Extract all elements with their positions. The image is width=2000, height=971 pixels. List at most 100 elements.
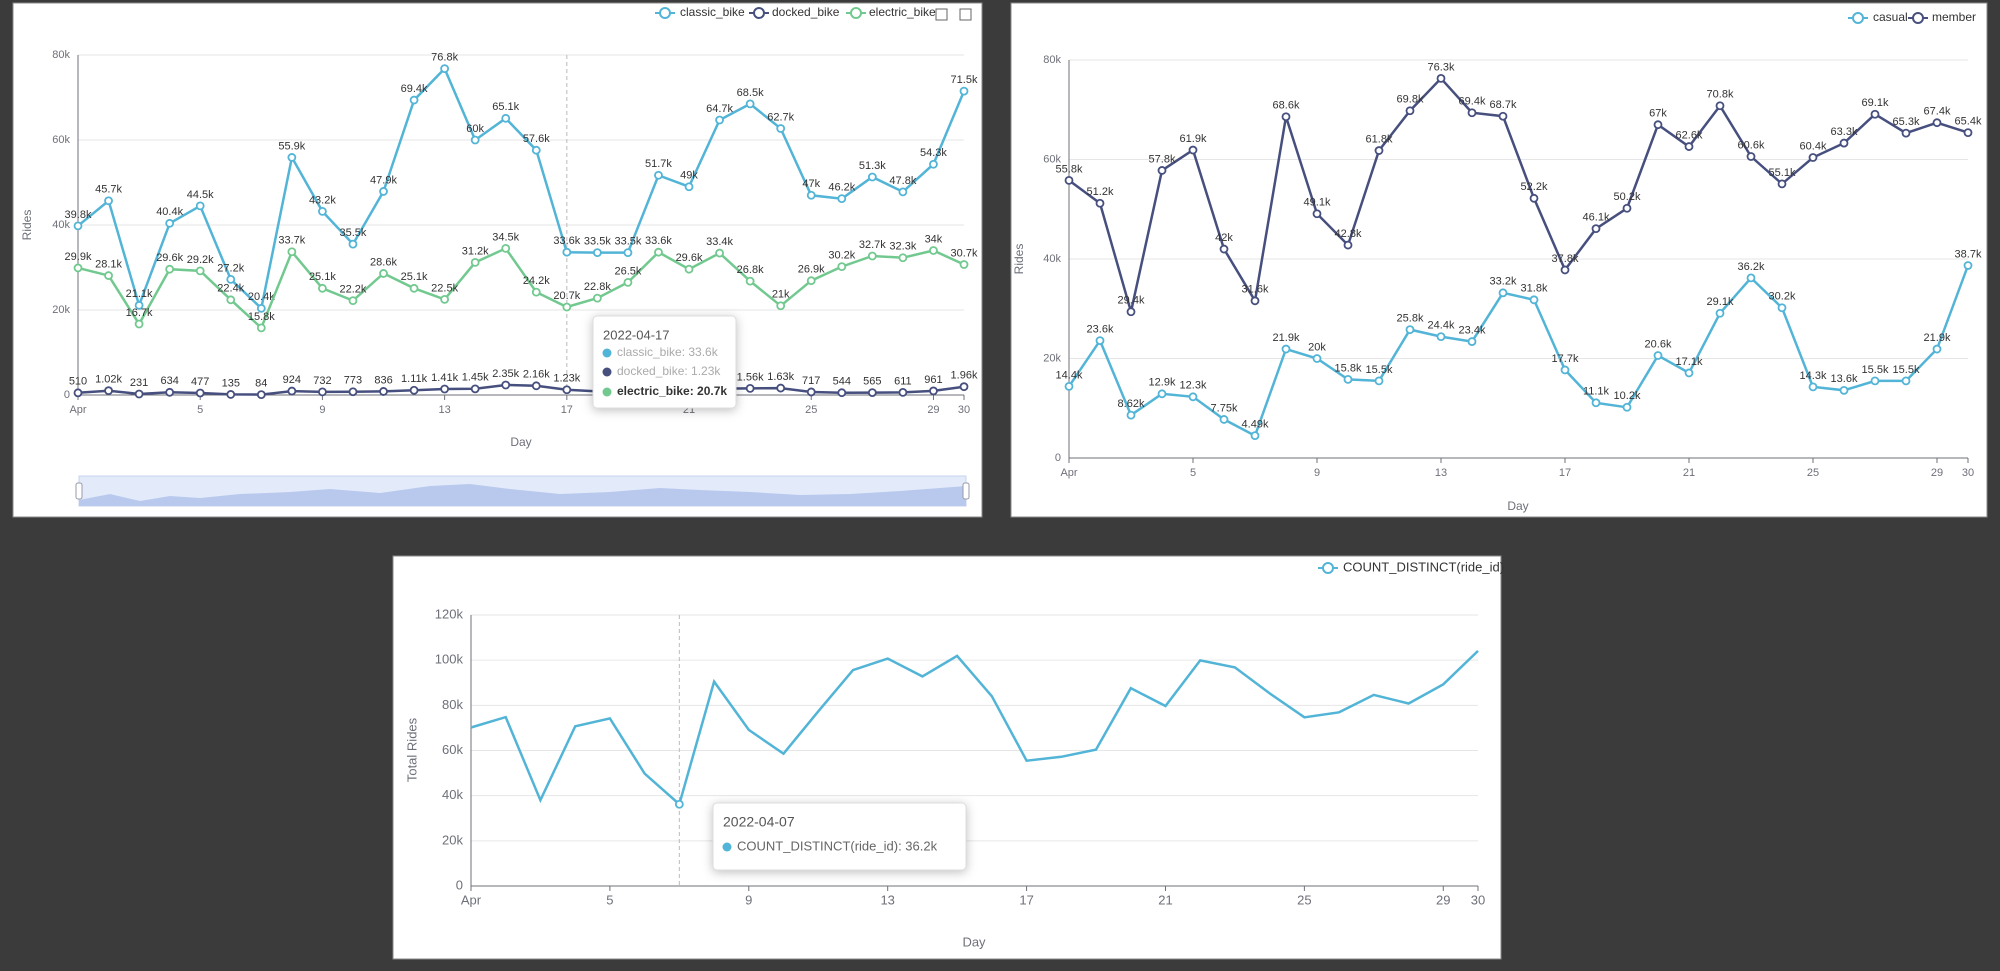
data-label: 51.2k: [1087, 186, 1114, 198]
data-point: [1498, 111, 1508, 121]
data-point: [1777, 303, 1787, 313]
data-label: 26.8k: [737, 264, 764, 276]
toolbox[interactable]: [935, 8, 972, 21]
tooltip-title: 2022-04-17: [603, 327, 670, 342]
data-point: [898, 388, 908, 397]
data-point: [623, 277, 633, 287]
y-tick-label: 40k: [442, 787, 463, 802]
data-point: [715, 115, 724, 125]
y-axis-label: Rides: [20, 210, 34, 241]
x-tick-label: Apr: [1060, 467, 1077, 479]
data-label: 22.8k: [584, 281, 611, 293]
data-point: [531, 145, 541, 155]
data-label: 25.1k: [309, 271, 336, 283]
x-tick-label: 25: [805, 404, 817, 416]
data-point: [1622, 402, 1632, 412]
data-label: 67.4k: [1924, 106, 1951, 118]
zoom-handle[interactable]: [75, 482, 83, 500]
data-point: [1095, 198, 1105, 208]
tooltip-title: 2022-04-07: [723, 814, 795, 830]
data-point: [806, 387, 816, 397]
data-point: [806, 190, 816, 200]
data-point: [898, 253, 908, 263]
x-tick-label: 21: [1683, 467, 1695, 479]
y-tick-label: 100k: [435, 652, 464, 667]
data-point: [1746, 152, 1756, 161]
reset-icon[interactable]: [959, 8, 972, 21]
x-tick-label: 30: [958, 404, 970, 416]
data-label: 29.2k: [187, 254, 214, 266]
data-label: 62.7k: [767, 111, 794, 123]
data-point: [929, 386, 938, 396]
data-label: 1.56k: [737, 371, 764, 383]
data-label: 34.5k: [492, 231, 519, 243]
data-point: [867, 388, 877, 397]
data-point: [592, 248, 602, 258]
data-point: [440, 64, 450, 73]
y-tick-label: 60k: [52, 134, 70, 146]
panel: [392, 555, 1502, 960]
data-point: [1281, 112, 1291, 122]
data-label: 36.2k: [1738, 261, 1765, 273]
data-label: 38.7k: [1955, 248, 1982, 260]
legend-icon: [753, 7, 765, 19]
x-tick-label: 9: [745, 892, 752, 907]
data-point: [1343, 374, 1353, 384]
series-line: [77, 66, 966, 311]
data-point: [1374, 146, 1384, 155]
y-tick-label: 40k: [52, 219, 70, 231]
data-point: [1932, 344, 1942, 354]
data-label: 47.9k: [370, 174, 397, 186]
data-point: [1467, 108, 1477, 118]
data-point: [501, 380, 511, 390]
zoom-icon[interactable]: [935, 8, 948, 21]
tooltip-item: COUNT_DISTINCT(ride_id): 36.2k: [737, 838, 938, 853]
data-point: [1157, 166, 1167, 175]
data-point: [867, 251, 877, 261]
data-point: [623, 248, 633, 258]
data-point: [959, 260, 969, 269]
data-point: [1963, 261, 1973, 270]
data-point: [195, 266, 205, 276]
data-label: 33.2k: [1490, 276, 1517, 288]
zoom-handle[interactable]: [962, 482, 970, 500]
data-point: [837, 262, 847, 272]
data-label: 34k: [925, 233, 943, 245]
data-point: [1436, 332, 1446, 342]
data-point: [898, 187, 908, 197]
data-point: [1901, 128, 1911, 138]
data-point: [1560, 365, 1570, 375]
data-point: [674, 799, 684, 809]
legend-label: electric_bike: [869, 5, 936, 19]
data-label: 28.6k: [370, 256, 397, 268]
data-point: [1963, 128, 1973, 138]
data-label: 76.8k: [431, 52, 458, 64]
data-label: 30.2k: [1769, 291, 1796, 303]
x-axis-label: Day: [510, 435, 531, 449]
data-label: 29.9k: [65, 251, 92, 263]
data-point: [1467, 337, 1477, 346]
data-label: 773: [344, 375, 362, 387]
data-point: [165, 264, 175, 274]
data-point: [195, 388, 205, 398]
data-point: [1405, 325, 1415, 335]
x-tick-label: Apr: [69, 404, 86, 416]
data-label: 21.9k: [1273, 332, 1300, 344]
data-zoom[interactable]: [75, 475, 970, 507]
data-label: 13.6k: [1831, 373, 1858, 385]
data-point: [134, 389, 144, 399]
data-label: 2.35k: [492, 368, 519, 380]
data-point: [226, 295, 236, 305]
data-point: [1219, 415, 1229, 424]
data-label: 7.75k: [1211, 402, 1238, 414]
data-point: [226, 274, 236, 284]
data-label: 20k: [1308, 341, 1326, 353]
data-point: [470, 384, 480, 394]
y-tick-label: 40k: [1043, 253, 1061, 265]
data-point: [1870, 376, 1880, 386]
tooltip-item: classic_bike: 33.6k: [617, 345, 719, 359]
data-point: [73, 221, 83, 231]
x-tick-label: 13: [438, 404, 450, 416]
series-line: [1067, 265, 1970, 438]
